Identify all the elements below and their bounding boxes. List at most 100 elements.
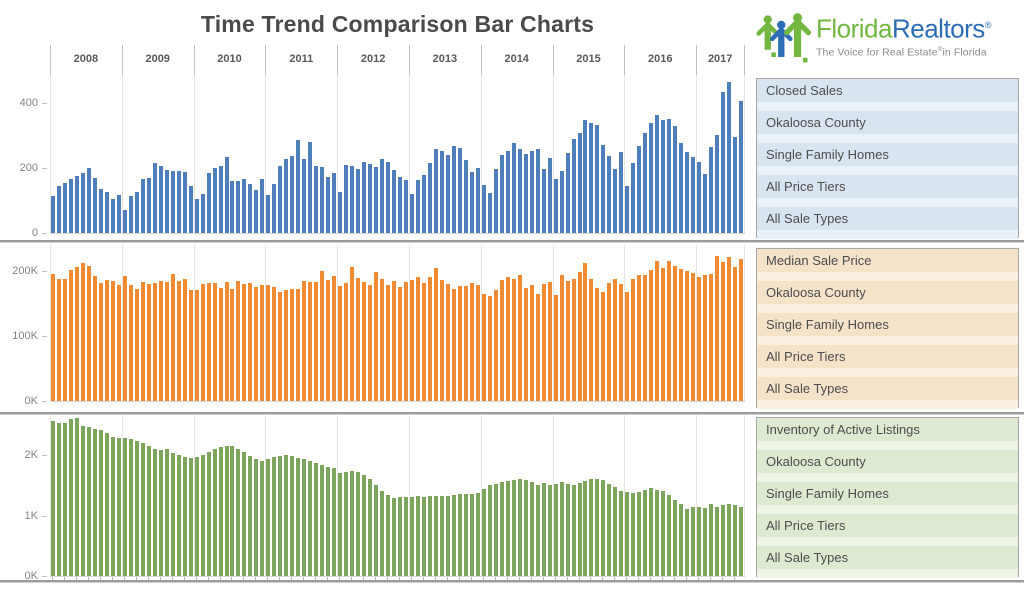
bar[interactable]: [625, 492, 630, 576]
bar[interactable]: [344, 472, 349, 576]
bar[interactable]: [613, 279, 618, 401]
bar[interactable]: [625, 292, 630, 401]
bar[interactable]: [481, 489, 486, 576]
bar[interactable]: [278, 456, 283, 576]
bar[interactable]: [380, 279, 385, 401]
bar[interactable]: [326, 467, 331, 576]
bar[interactable]: [637, 146, 642, 233]
bar[interactable]: [182, 172, 187, 233]
bar[interactable]: [631, 163, 636, 233]
bar[interactable]: [439, 496, 444, 576]
bar[interactable]: [607, 484, 612, 576]
bar[interactable]: [511, 279, 516, 401]
bar[interactable]: [320, 465, 325, 576]
bar[interactable]: [134, 192, 139, 233]
bar[interactable]: [505, 277, 510, 401]
bar[interactable]: [116, 438, 121, 576]
bar[interactable]: [691, 273, 696, 401]
bar[interactable]: [140, 282, 145, 401]
bar[interactable]: [553, 295, 558, 401]
bar[interactable]: [445, 496, 450, 576]
bar[interactable]: [386, 285, 391, 401]
bar[interactable]: [224, 282, 229, 401]
bar[interactable]: [655, 115, 660, 233]
bar[interactable]: [733, 505, 738, 576]
bar[interactable]: [613, 487, 618, 576]
bar[interactable]: [547, 158, 552, 233]
bar[interactable]: [739, 507, 744, 576]
bar[interactable]: [439, 151, 444, 233]
bar[interactable]: [577, 272, 582, 401]
bar[interactable]: [451, 495, 456, 576]
bar[interactable]: [272, 457, 277, 576]
bar[interactable]: [451, 146, 456, 233]
bar[interactable]: [380, 159, 385, 233]
bar[interactable]: [248, 283, 253, 401]
bar[interactable]: [541, 169, 546, 233]
bar[interactable]: [721, 92, 726, 233]
bar[interactable]: [667, 119, 672, 233]
bar[interactable]: [242, 179, 247, 233]
bar[interactable]: [176, 281, 181, 401]
bar[interactable]: [409, 497, 414, 576]
bar[interactable]: [565, 484, 570, 576]
bar[interactable]: [284, 455, 289, 576]
bar[interactable]: [643, 275, 648, 401]
bar[interactable]: [320, 271, 325, 401]
bar[interactable]: [386, 495, 391, 576]
bar[interactable]: [68, 419, 73, 576]
bar[interactable]: [463, 494, 468, 576]
bar[interactable]: [727, 504, 732, 576]
bar[interactable]: [655, 261, 660, 401]
bar[interactable]: [619, 284, 624, 401]
bar[interactable]: [356, 472, 361, 576]
bar[interactable]: [146, 284, 151, 401]
bar[interactable]: [146, 446, 151, 576]
bar[interactable]: [439, 280, 444, 401]
bar[interactable]: [529, 151, 534, 233]
bar[interactable]: [98, 189, 103, 233]
bar[interactable]: [272, 287, 277, 401]
bar[interactable]: [475, 168, 480, 233]
bar[interactable]: [529, 482, 534, 576]
bar[interactable]: [589, 479, 594, 576]
bar[interactable]: [559, 171, 564, 233]
bar[interactable]: [649, 488, 654, 576]
bar[interactable]: [51, 196, 55, 233]
bar[interactable]: [134, 441, 139, 576]
bar[interactable]: [421, 497, 426, 576]
bar[interactable]: [667, 261, 672, 401]
bar[interactable]: [499, 280, 504, 401]
bar[interactable]: [427, 163, 432, 233]
bar[interactable]: [152, 283, 157, 401]
bar[interactable]: [721, 262, 726, 401]
bar[interactable]: [559, 482, 564, 576]
bar[interactable]: [338, 473, 343, 576]
bar[interactable]: [445, 284, 450, 401]
bar[interactable]: [715, 135, 720, 233]
bar[interactable]: [409, 280, 414, 401]
bar[interactable]: [469, 172, 474, 233]
bar[interactable]: [212, 168, 217, 233]
bar[interactable]: [308, 461, 313, 576]
bar[interactable]: [242, 452, 247, 576]
bar[interactable]: [266, 195, 271, 233]
bar[interactable]: [661, 120, 666, 233]
bar[interactable]: [715, 507, 720, 576]
bar[interactable]: [565, 153, 570, 233]
bar[interactable]: [80, 173, 85, 233]
bar[interactable]: [433, 149, 438, 233]
bar[interactable]: [110, 437, 115, 576]
bar[interactable]: [679, 143, 684, 233]
bar[interactable]: [68, 179, 73, 233]
bar[interactable]: [290, 289, 295, 401]
bar[interactable]: [218, 447, 223, 576]
bar[interactable]: [673, 500, 678, 576]
bar[interactable]: [326, 280, 331, 401]
bar[interactable]: [290, 456, 295, 576]
bar[interactable]: [206, 173, 211, 233]
bar[interactable]: [206, 283, 211, 401]
bar[interactable]: [625, 186, 630, 233]
bar[interactable]: [188, 458, 193, 576]
bar[interactable]: [667, 495, 672, 576]
